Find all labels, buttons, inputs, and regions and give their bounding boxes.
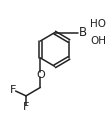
Text: B: B [79,26,87,39]
Text: HO: HO [90,19,106,29]
Text: F: F [23,102,29,112]
Text: F: F [10,85,17,95]
Text: O: O [36,70,45,80]
Text: OH: OH [90,36,106,46]
